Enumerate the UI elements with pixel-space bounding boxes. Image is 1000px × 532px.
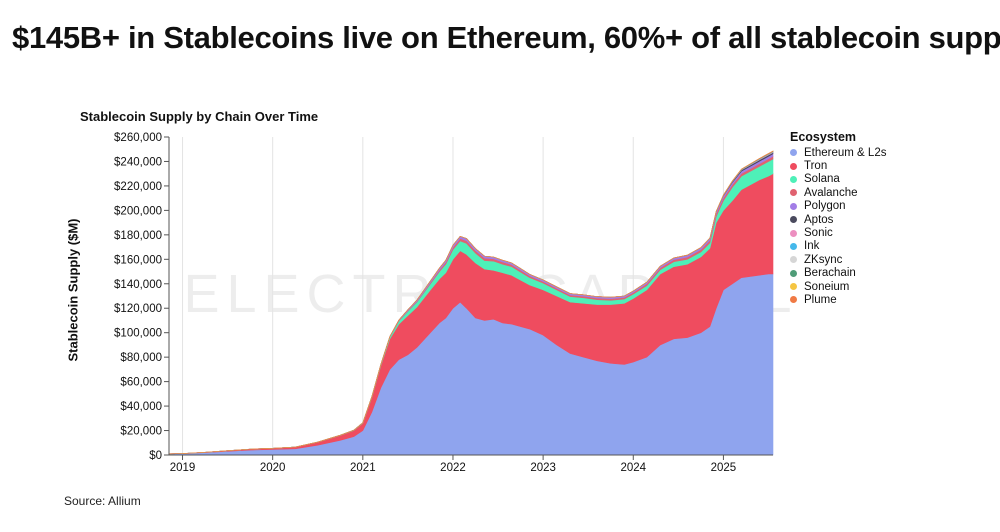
y-tick-label: $20,000 <box>120 426 162 438</box>
legend-item: Sonic <box>790 226 886 239</box>
y-tick-label: $40,000 <box>120 401 162 413</box>
x-tick-label: 2025 <box>711 462 737 474</box>
legend-swatch <box>790 256 797 264</box>
legend-title: Ecosystem <box>790 130 857 144</box>
legend-label: Avalanche <box>804 186 858 199</box>
legend-label: Polygon <box>804 200 846 213</box>
legend-label: Ethereum & L2s <box>804 146 887 159</box>
legend-label: ZKsync <box>804 253 843 266</box>
y-tick-label: $120,000 <box>114 303 162 315</box>
y-tick-label: $200,000 <box>114 205 162 217</box>
legend-item: Avalanche <box>790 186 886 199</box>
legend-label: Plume <box>804 293 837 306</box>
legend-swatch <box>790 149 797 157</box>
y-tick-label: $160,000 <box>114 254 162 266</box>
legend-item: Aptos <box>790 213 886 226</box>
legend-label: Berachain <box>804 267 856 280</box>
legend-label: Tron <box>804 160 828 173</box>
x-tick-label: 2021 <box>350 462 376 474</box>
legend-items: Ethereum & L2s Tron Solana Avalanche Polygon… <box>790 146 886 307</box>
legend-swatch <box>790 162 797 170</box>
y-tick-label: $140,000 <box>114 279 162 291</box>
x-tick-label: 2022 <box>440 462 466 474</box>
legend-item: Tron <box>790 159 886 172</box>
y-tick-label: $100,000 <box>114 328 162 340</box>
y-tick-label: $80,000 <box>120 352 162 364</box>
source-note: Source: Allium <box>64 494 141 508</box>
area-plume <box>168 150 774 455</box>
legend-swatch <box>790 216 797 224</box>
legend-swatch <box>790 229 797 237</box>
legend-swatch <box>790 175 797 183</box>
legend-swatch <box>790 283 797 291</box>
y-tick-label: $240,000 <box>114 156 162 168</box>
y-tick-label: $60,000 <box>120 377 162 389</box>
legend-swatch <box>790 269 797 277</box>
legend-item: Berachain <box>790 267 886 280</box>
x-tick-label: 2023 <box>530 462 556 474</box>
page-headline: $145B+ in Stablecoins live on Ethereum, … <box>12 20 1000 55</box>
legend-label: Aptos <box>804 213 834 226</box>
legend-item: Ink <box>790 240 886 253</box>
legend-item: ZKsync <box>790 253 886 266</box>
legend-label: Ink <box>804 240 820 253</box>
legend-swatch <box>790 189 797 197</box>
legend-label: Soneium <box>804 280 850 293</box>
y-tick-label: $180,000 <box>114 230 162 242</box>
legend: Ecosystem Ethereum & L2s Tron Solana Avalan… <box>790 130 886 307</box>
legend-label: Sonic <box>804 227 833 240</box>
legend-swatch <box>790 296 797 304</box>
y-tick-label: $260,000 <box>114 132 162 144</box>
legend-item: Polygon <box>790 200 886 213</box>
x-tick-label: 2020 <box>260 462 286 474</box>
legend-label: Solana <box>804 173 840 186</box>
x-tick-label: 2019 <box>170 462 196 474</box>
legend-item: Soneium <box>790 280 886 293</box>
x-tick-label: 2024 <box>620 462 646 474</box>
legend-item: Ethereum & L2s <box>790 146 886 159</box>
legend-item: Plume <box>790 293 886 306</box>
legend-swatch <box>790 202 797 210</box>
legend-swatch <box>790 242 797 250</box>
chart-title: Stablecoin Supply by Chain Over Time <box>80 109 319 124</box>
y-tick-label: $0 <box>149 450 162 462</box>
y-tick-label: $220,000 <box>114 181 162 193</box>
legend-item: Solana <box>790 173 886 186</box>
